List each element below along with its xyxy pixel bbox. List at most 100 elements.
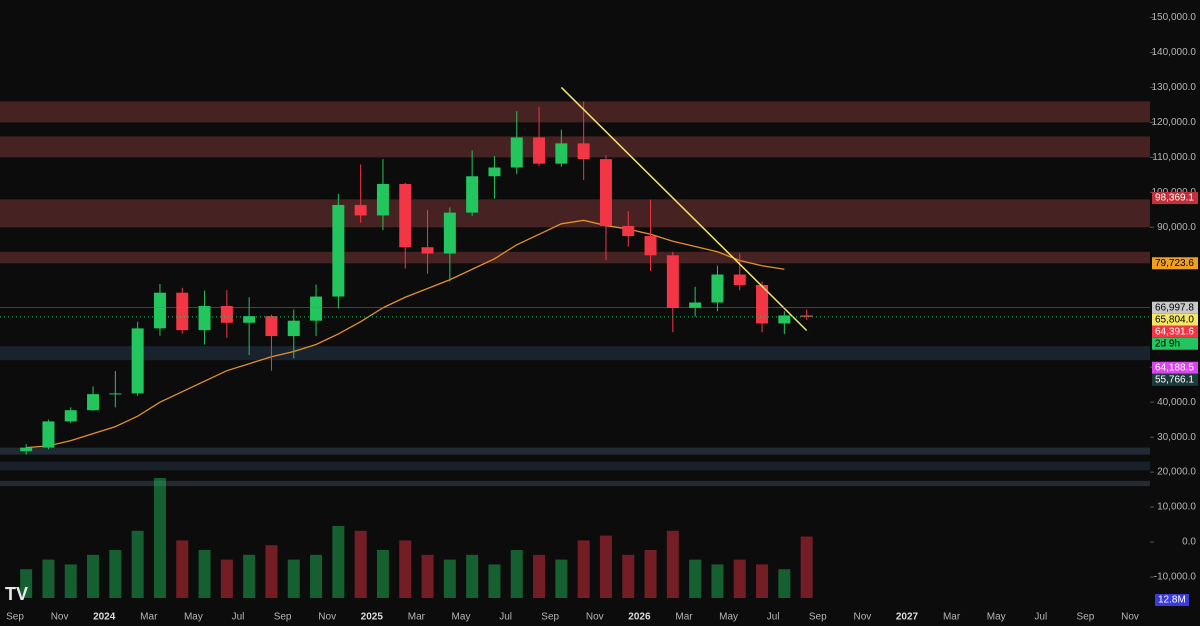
x-tick-label: Mar: [943, 612, 961, 623]
price-label: 66,997.8: [1155, 302, 1194, 313]
y-tick-label: -10,000.0: [1154, 572, 1197, 583]
volume-bar: [733, 559, 746, 598]
price-label: 65,804.0: [1155, 314, 1194, 325]
candle-body: [310, 296, 323, 321]
volume-bar: [265, 545, 278, 598]
price-label-bg: [1152, 313, 1198, 326]
candle-body: [666, 255, 679, 308]
volume-bar: [421, 554, 434, 598]
volume-bar: [689, 559, 702, 598]
candle-body: [756, 285, 769, 324]
x-tick-label: Nov: [51, 612, 69, 623]
volume-bar: [332, 526, 345, 598]
volume-bar: [310, 554, 323, 598]
x-tick-label: Nov: [318, 612, 336, 623]
volume-bar: [577, 540, 590, 598]
zone: [0, 199, 1150, 228]
price-label-bg: [1152, 301, 1198, 314]
x-tick-label: Mar: [140, 612, 158, 623]
candle-body: [176, 292, 189, 331]
price-label: 64,391.6: [1155, 326, 1194, 337]
candle-body: [198, 305, 211, 331]
x-tick-label: Mar: [675, 612, 693, 623]
volume-bar: [176, 540, 189, 598]
candle-body: [577, 143, 590, 160]
zone: [0, 251, 1150, 264]
volume-bar: [666, 530, 679, 598]
candle-body: [443, 212, 456, 254]
x-tick-label: Jul: [767, 612, 780, 623]
volume-bar: [220, 559, 233, 598]
volume-bar: [800, 536, 813, 598]
volume-bar: [756, 564, 769, 598]
y-tick-label: 20,000.0: [1157, 467, 1196, 478]
volume-bar: [198, 550, 211, 598]
price-label-bg: [1152, 192, 1198, 205]
x-tick-label: Nov: [586, 612, 604, 623]
volume-bar: [533, 554, 546, 598]
x-tick-label: Jul: [232, 612, 245, 623]
y-tick-label: 0.0: [1182, 537, 1196, 548]
x-tick-label: May: [987, 612, 1006, 623]
candle-body: [800, 315, 813, 317]
candle-body: [243, 316, 256, 323]
candle-body: [510, 137, 523, 168]
candle-body: [421, 247, 434, 254]
candle-body: [599, 159, 612, 226]
y-tick-label: 130,000.0: [1152, 82, 1197, 93]
x-tick-label: May: [719, 612, 738, 623]
x-tick-label: Nov: [1121, 612, 1139, 623]
candle-body: [287, 320, 300, 337]
candle-body: [265, 316, 278, 337]
logo: TV: [5, 584, 28, 604]
volume-bar: [778, 569, 791, 598]
countdown-bg: [1152, 337, 1198, 350]
x-tick-label: 2024: [93, 612, 116, 623]
x-tick-label: 2027: [896, 612, 919, 623]
volume-bar: [20, 569, 33, 598]
x-tick-label: Sep: [274, 612, 292, 623]
volume-bar: [42, 559, 55, 598]
price-label: 79,723.6: [1155, 258, 1194, 269]
volume-bar: [488, 564, 501, 598]
volume-bar: [287, 559, 300, 598]
candle-body: [332, 204, 345, 297]
volume-label: 12.8M: [1158, 595, 1186, 606]
volume-label-bg: [1155, 594, 1189, 606]
x-tick-label: 2025: [361, 612, 384, 623]
y-tick-label: 40,000.0: [1157, 397, 1196, 408]
price-label-bg: [1152, 257, 1198, 270]
volume-bar: [644, 550, 657, 598]
candle-body: [153, 292, 166, 329]
candle-body: [711, 274, 724, 303]
candle-body: [220, 305, 233, 323]
volume-bar: [399, 540, 412, 598]
volume-bar: [510, 550, 523, 598]
volume-bar: [153, 478, 166, 598]
y-tick-label: 90,000.0: [1157, 222, 1196, 233]
price-label-bg: [1152, 361, 1198, 374]
y-tick-label: 10,000.0: [1157, 502, 1196, 513]
x-tick-label: May: [184, 612, 203, 623]
volume-bar: [87, 554, 100, 598]
y-tick-label: 120,000.0: [1152, 117, 1197, 128]
price-label: 64,188.5: [1155, 362, 1194, 373]
zone: [0, 447, 1150, 455]
price-label: 98,369.1: [1155, 193, 1194, 204]
volume-bar: [599, 535, 612, 598]
y-tick-label: 30,000.0: [1157, 432, 1196, 443]
zone: [0, 101, 1150, 123]
candle-body: [354, 204, 367, 216]
x-tick-label: Jul: [499, 612, 512, 623]
candle-body: [488, 167, 501, 177]
volume-bar: [243, 554, 256, 598]
candle-body: [64, 410, 77, 422]
volume-bar: [466, 554, 479, 598]
volume-bar: [555, 559, 568, 598]
countdown: 2d 9h: [1155, 338, 1180, 349]
candle-body: [644, 236, 657, 256]
candle-body: [42, 421, 55, 448]
y-tick-label: 150,000.0: [1152, 12, 1197, 23]
x-tick-label: Sep: [541, 612, 559, 623]
